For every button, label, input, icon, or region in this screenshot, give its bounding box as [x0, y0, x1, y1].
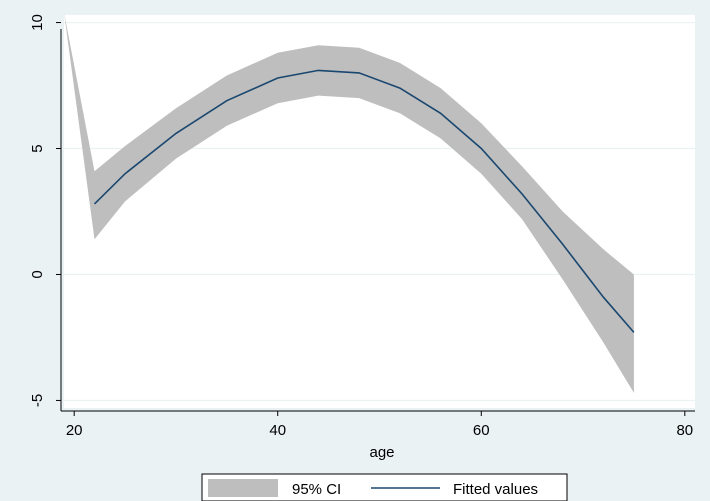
legend-fit-label: Fitted values — [453, 481, 538, 498]
fitted-line — [93, 69, 635, 333]
x-tick-label: 20 — [66, 422, 83, 439]
x-tick-label: 80 — [676, 422, 693, 439]
axes: -5 0 5 10 20 40 60 80 — [29, 14, 695, 439]
x-tick-label: 40 — [269, 422, 286, 439]
legend-ci-swatch — [208, 479, 278, 497]
ci-band — [64, 12, 634, 393]
y-tick-label: 10 — [29, 14, 46, 31]
y-tick-label: 0 — [29, 270, 46, 278]
legend: 95% CI Fitted values — [201, 473, 568, 501]
legend-ci-label: 95% CI — [292, 481, 341, 498]
y-tick-label: -5 — [29, 394, 46, 407]
x-tick-label: 60 — [473, 422, 490, 439]
y-tick-label: 5 — [29, 144, 46, 152]
x-axis-title: age — [369, 444, 394, 461]
